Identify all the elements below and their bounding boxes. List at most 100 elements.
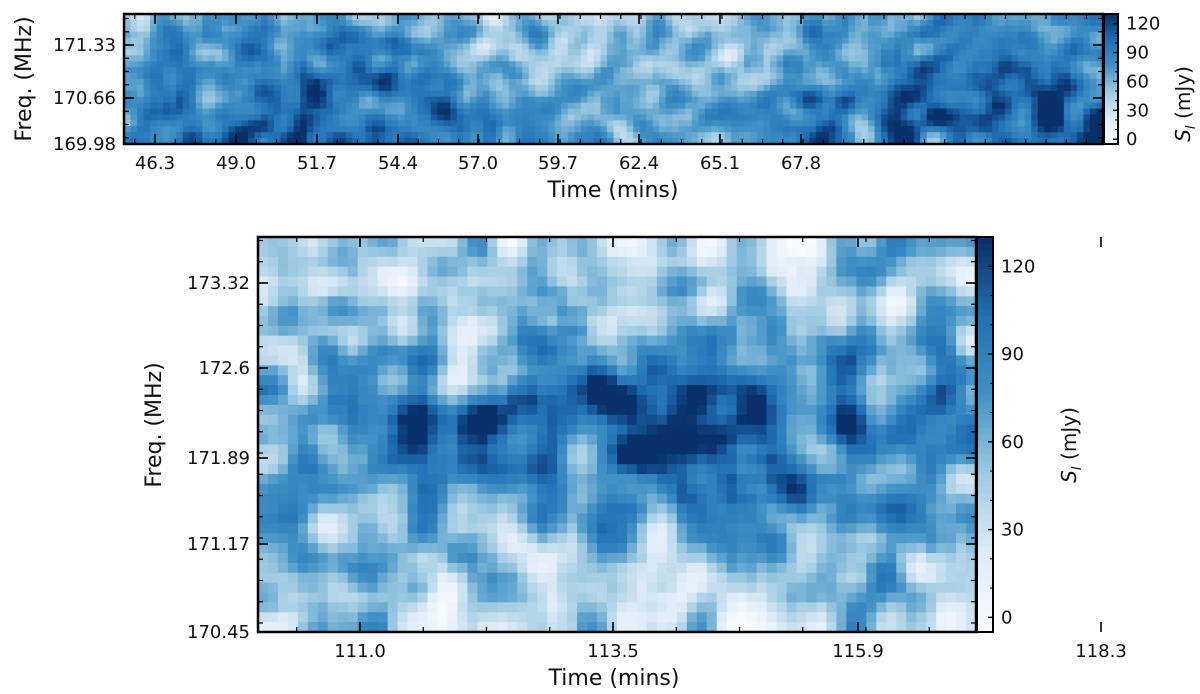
heatmap-cell — [776, 14, 784, 21]
heatmap-cell — [487, 276, 498, 287]
heatmap-cell — [946, 90, 954, 98]
heatmap-cell — [822, 31, 830, 39]
heatmap-cell — [802, 138, 810, 145]
heatmap-cell — [297, 395, 309, 406]
heatmap-cell — [215, 102, 223, 110]
heatmap-cell — [567, 335, 578, 347]
heatmap-cell — [939, 114, 947, 121]
heatmap-cell — [836, 385, 847, 396]
heatmap-cell — [704, 108, 712, 116]
heatmap-cell — [367, 404, 379, 416]
heatmap-cell — [467, 325, 478, 337]
heatmap-cell — [156, 79, 164, 86]
heatmap-cell — [796, 385, 808, 396]
heatmap-cell — [886, 375, 897, 386]
heatmap-cell — [822, 73, 830, 80]
heatmap-cell — [886, 237, 897, 248]
heatmap-cell — [1050, 132, 1058, 139]
heatmap-cell — [208, 25, 216, 33]
heatmap-cell — [841, 84, 850, 92]
heatmap-cell — [836, 286, 847, 297]
heatmap-cell — [367, 237, 379, 248]
heatmap-cell — [809, 25, 817, 33]
heatmap-cell — [665, 73, 673, 80]
heatmap-cell — [816, 395, 828, 406]
heatmap-cell — [678, 138, 686, 145]
heatmap-cell — [156, 84, 164, 92]
heatmap-cell — [535, 102, 543, 110]
heatmap-cell — [706, 237, 718, 248]
heatmap-cell — [577, 316, 588, 327]
heatmap-cell — [613, 114, 621, 121]
heatmap-cell — [626, 102, 634, 110]
heatmap-cell — [848, 67, 856, 74]
heatmap-cell — [946, 84, 954, 92]
heatmap-cell — [377, 246, 389, 258]
heatmap-cell — [763, 49, 771, 56]
heatmap-cell — [580, 132, 588, 139]
heatmap-cell — [327, 424, 339, 436]
heatmap-cell — [711, 126, 719, 133]
heatmap-cell — [427, 375, 439, 386]
heatmap-cell — [946, 395, 957, 406]
heatmap-cell — [786, 266, 798, 278]
heatmap-cell — [815, 67, 823, 74]
heatmap-cell — [411, 108, 419, 116]
heatmap-cell — [876, 256, 887, 268]
heatmap-cell — [337, 296, 349, 307]
heatmap-cell — [856, 256, 867, 268]
heatmap-cell — [404, 43, 412, 51]
heatmap-cell — [926, 365, 937, 376]
heatmap-cell — [926, 37, 934, 45]
heatmap-cell — [387, 375, 399, 386]
heatmap-cell — [933, 96, 941, 104]
heatmap-cell — [496, 132, 504, 139]
heatmap-cell — [593, 31, 602, 39]
heatmap-cell — [515, 126, 523, 133]
heatmap-cell — [387, 395, 399, 406]
heatmap-cell — [900, 90, 908, 98]
heatmap-cell — [509, 114, 517, 121]
heatmap-cell — [241, 37, 249, 45]
heatmap-cell — [724, 132, 732, 139]
heatmap-cell — [626, 120, 634, 127]
heatmap-cell — [208, 55, 216, 62]
heatmap-cell — [467, 286, 478, 297]
heatmap-cell — [926, 385, 937, 396]
heatmap-cell — [881, 49, 889, 56]
heatmap-cell — [489, 90, 497, 98]
heatmap-cell — [397, 335, 409, 347]
heatmap-cell — [561, 43, 569, 51]
heatmap-cell — [137, 120, 145, 127]
heatmap-cell — [992, 37, 1000, 45]
heatmap-cell — [567, 355, 578, 366]
heatmap-cell — [822, 114, 830, 121]
heatmap-cell — [913, 37, 921, 45]
heatmap-cell — [497, 266, 508, 278]
heatmap-cell — [317, 414, 329, 426]
heatmap-cell — [417, 414, 429, 426]
heatmap-cell — [676, 256, 688, 268]
heatmap-cell — [1096, 14, 1104, 21]
heatmap-cell — [868, 55, 876, 62]
heatmap-cell — [156, 61, 164, 68]
heatmap-cell — [646, 73, 654, 80]
heatmap-cell — [868, 25, 876, 33]
heatmap-cell — [156, 126, 164, 133]
heatmap-cell — [1024, 132, 1032, 139]
heatmap-cell — [326, 120, 334, 127]
heatmap-cell — [561, 25, 569, 33]
heatmap-cell — [337, 316, 349, 327]
heatmap-cell — [337, 404, 349, 416]
heatmap-cell — [646, 126, 654, 133]
heatmap-cell — [856, 296, 867, 307]
heatmap-cell — [854, 84, 863, 92]
heatmap-cell — [502, 55, 510, 62]
heatmap-cell — [666, 335, 678, 347]
heatmap-cell — [489, 61, 497, 68]
heatmap-cell — [280, 114, 288, 121]
heatmap-cell — [372, 108, 380, 116]
heatmap-cell — [176, 138, 184, 145]
heatmap-cell — [1096, 126, 1104, 133]
heatmap-cell — [487, 365, 498, 376]
